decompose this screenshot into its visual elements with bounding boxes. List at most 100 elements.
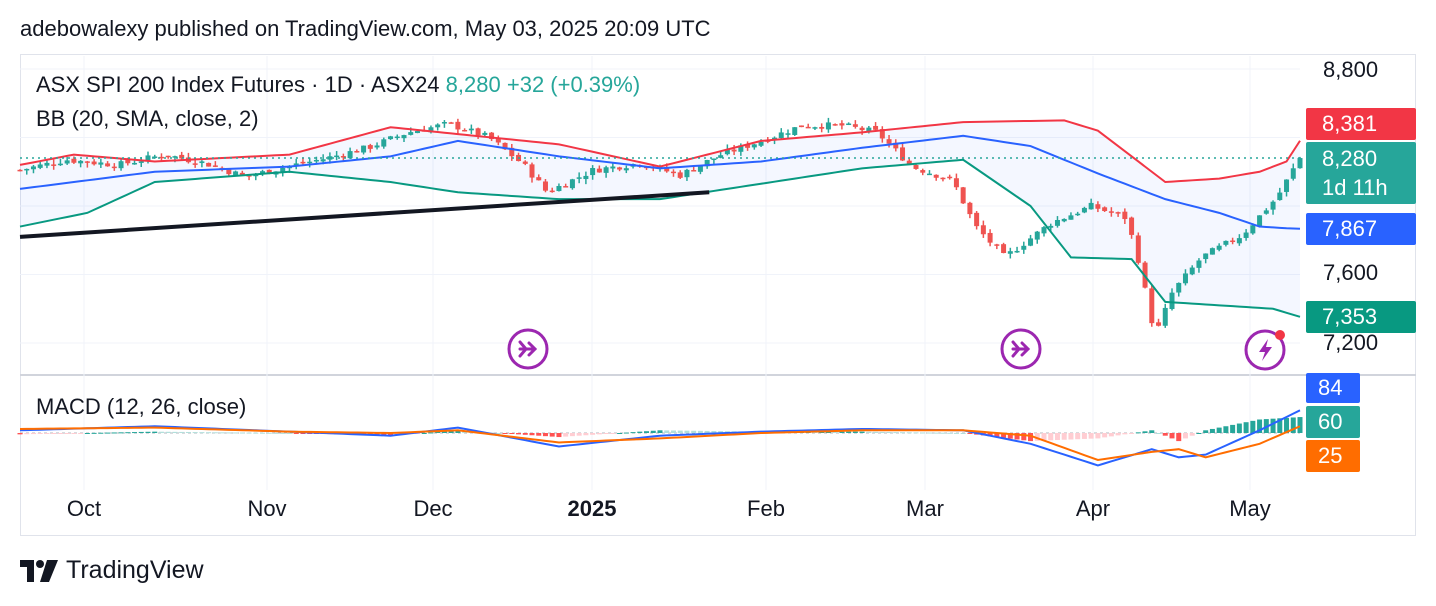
candle [1182,273,1188,284]
candle [825,122,831,130]
macd-histogram-bar [664,430,670,433]
macd-histogram-bar [839,431,845,433]
candle [556,185,562,192]
candle [805,126,811,129]
macd-histogram-bar [266,432,272,434]
candle [495,138,501,143]
candle [522,161,528,164]
event-icon[interactable] [507,328,549,370]
candle [37,164,43,168]
macd-histogram-bar [307,433,313,434]
macd-histogram-bar [691,430,697,433]
candle [1081,207,1087,213]
macd-histogram-bar [17,433,23,435]
macd-histogram-bar [1156,433,1162,434]
candle [677,172,683,178]
macd-histogram-bar [273,432,279,434]
event-icon[interactable] [1000,328,1042,370]
candle [1196,260,1202,268]
candle [1277,192,1283,201]
bb-upper-line [19,119,1301,184]
macd-histogram-bar [563,433,569,437]
histogram-badge: 60 [1306,406,1360,438]
macd-histogram-bar [1189,433,1195,436]
macd-histogram-bar [111,432,117,434]
candle [569,179,575,189]
macd-histogram-bar [1277,418,1283,433]
macd-histogram-bar [522,433,528,435]
price-badge: 8,280 1d 11h [1306,142,1416,204]
candle [199,161,205,164]
candle [233,171,239,176]
macd-histogram-bar [529,433,535,436]
candle [1290,168,1296,179]
chart-frame[interactable] [20,54,1416,536]
candle [1149,288,1155,324]
candle [172,156,178,158]
candle [1115,212,1121,214]
macd-histogram-bar [866,431,872,433]
candle [158,156,164,159]
macd-histogram-bar [1290,417,1296,433]
candle [1068,215,1074,220]
macd-histogram-bar [825,431,831,433]
candle [266,169,272,174]
candle [542,181,548,191]
macd-histogram-bar [1001,433,1007,438]
candle [1108,211,1114,213]
macd-histogram-bar [1068,433,1074,440]
candle [212,165,218,167]
y-tick: 7,200 [1323,330,1379,355]
countdown: 1d 11h [1322,175,1388,200]
macd-histogram-bar [414,433,420,434]
macd-histogram-bar [1196,433,1202,434]
macd-histogram-bar [657,430,663,433]
candle [1048,225,1054,228]
macd-histogram-bar [697,430,703,433]
candle [441,122,447,124]
macd-histogram-bar [1054,433,1060,441]
candle [482,132,488,135]
macd-histogram-bar [219,432,225,434]
macd-histogram-bar [455,430,461,433]
candle [940,177,946,180]
candle [596,168,602,173]
macd-histogram-bar [704,430,710,433]
candle [974,212,980,227]
candle [758,141,764,146]
candle [327,156,333,160]
macd-histogram-bar [1243,422,1249,433]
candle [1075,213,1081,216]
x-tick: 2025 [567,496,617,521]
y-tick: 8,800 [1323,57,1379,82]
macd-histogram-bar [637,431,643,433]
candle [1088,202,1094,210]
candle [394,136,400,139]
candle [1250,225,1256,234]
signal-badge: 25 [1306,440,1360,472]
macd-histogram-bar [852,431,858,433]
candle [17,169,23,172]
lightning-icon[interactable] [1244,329,1286,371]
macd-histogram-bar [711,431,717,433]
macd-histogram-bar [441,431,447,433]
macd-histogram-bar [1028,433,1034,442]
macd-legend: MACD (12, 26, close) [36,394,247,419]
candle [24,168,30,171]
candle [118,161,124,169]
candle [1122,211,1128,220]
symbol-title: ASX SPI 200 Index Futures · 1D · ASX24 [36,72,440,97]
macd-histogram-bar [569,433,575,437]
candle [879,129,885,139]
candle [1263,210,1269,214]
macd-badge: 84 [1306,373,1360,403]
candle [502,142,508,150]
macd-histogram-bar [293,433,299,434]
candle [953,178,959,188]
candle [1270,201,1276,210]
macd-histogram-bar [1257,419,1263,433]
candle [839,123,845,126]
candle [388,136,394,140]
macd-histogram-bar [280,432,286,434]
